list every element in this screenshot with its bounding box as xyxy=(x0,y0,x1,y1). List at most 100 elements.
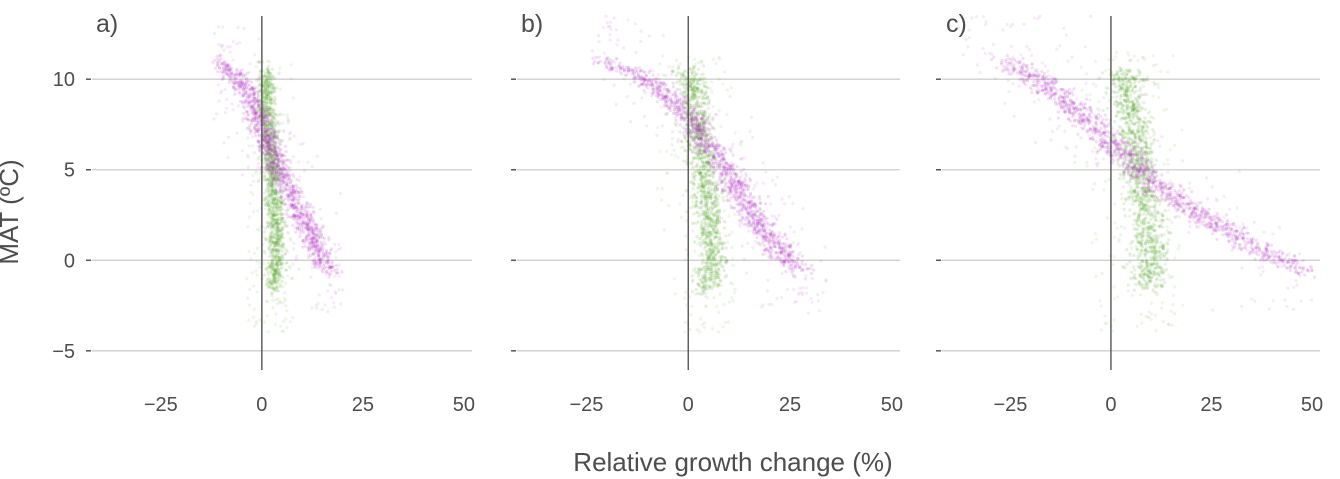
point-series-1 xyxy=(268,85,272,89)
point-series-2 xyxy=(262,165,267,169)
point-series-1 xyxy=(708,86,712,91)
point-series-2 xyxy=(285,172,289,176)
point-series-1 xyxy=(701,64,706,68)
point-series-2 xyxy=(246,83,250,87)
point-series-1 xyxy=(701,210,706,214)
point-series-2 xyxy=(246,165,250,169)
point-series-1 xyxy=(270,67,274,71)
point-series-2 xyxy=(675,87,679,91)
point-series-1 xyxy=(262,91,266,95)
point-series-1 xyxy=(270,165,274,169)
point-series-1 xyxy=(730,295,734,299)
point-series-2 xyxy=(292,247,296,251)
point-series-2 xyxy=(333,275,337,279)
point-series-1 xyxy=(266,70,270,74)
point-series-1 xyxy=(273,267,277,271)
point-series-1 xyxy=(270,205,274,209)
point-series-2 xyxy=(324,272,328,277)
point-series-2 xyxy=(717,159,721,164)
point-series-1 xyxy=(270,153,274,157)
point-series-2 xyxy=(215,112,219,116)
point-series-1 xyxy=(717,109,721,113)
point-series-1 xyxy=(710,173,714,178)
point-series-2 xyxy=(334,291,338,295)
point-series-1 xyxy=(274,241,278,245)
point-series-1 xyxy=(266,88,270,92)
point-series-2 xyxy=(739,170,743,174)
point-series-1 xyxy=(283,223,287,227)
point-series-1 xyxy=(270,134,274,138)
point-series-1 xyxy=(269,174,273,179)
point-series-2 xyxy=(267,222,271,226)
point-series-1 xyxy=(264,134,268,138)
point-series-1 xyxy=(275,264,279,269)
point-series-2 xyxy=(592,59,597,64)
point-series-1 xyxy=(256,118,260,122)
point-series-1 xyxy=(262,174,266,179)
point-series-2 xyxy=(279,153,283,157)
point-series-1 xyxy=(278,284,283,289)
point-series-1 xyxy=(284,268,288,272)
point-series-1 xyxy=(710,274,714,278)
point-series-2 xyxy=(728,189,732,193)
point-series-1 xyxy=(249,190,253,194)
point-series-1 xyxy=(700,293,704,297)
point-series-2 xyxy=(274,187,278,192)
point-series-1 xyxy=(276,238,280,242)
point-series-1 xyxy=(267,207,272,211)
point-series-2 xyxy=(302,231,307,235)
point-series-1 xyxy=(286,224,290,228)
point-series-2 xyxy=(256,179,260,184)
point-series-1 xyxy=(696,242,700,246)
point-series-1 xyxy=(267,254,272,258)
point-series-2 xyxy=(239,71,243,75)
point-series-2 xyxy=(282,129,286,133)
point-series-1 xyxy=(269,154,273,158)
point-series-2 xyxy=(284,202,288,206)
point-series-2 xyxy=(288,136,292,140)
point-series-1 xyxy=(262,161,266,165)
point-series-1 xyxy=(276,120,280,124)
point-series-1 xyxy=(701,225,705,229)
point-series-1 xyxy=(697,254,702,258)
point-series-1 xyxy=(275,275,279,279)
point-series-1 xyxy=(274,249,278,253)
point-series-1 xyxy=(269,95,273,99)
point-series-1 xyxy=(269,101,273,105)
point-series-1 xyxy=(278,273,282,278)
point-series-2 xyxy=(302,241,306,245)
point-series-1 xyxy=(271,187,275,191)
point-series-1 xyxy=(281,284,285,289)
point-series-1 xyxy=(675,80,679,85)
point-series-1 xyxy=(262,273,267,277)
point-series-1 xyxy=(265,162,269,166)
point-series-2 xyxy=(758,197,762,201)
point-series-2 xyxy=(258,114,262,118)
point-series-2 xyxy=(282,167,286,172)
point-series-1 xyxy=(696,60,700,65)
point-series-2 xyxy=(233,93,237,97)
point-series-1 xyxy=(708,231,712,235)
point-series-1 xyxy=(271,138,275,142)
point-series-2 xyxy=(313,244,318,249)
point-series-2 xyxy=(784,270,788,274)
point-series-1 xyxy=(267,99,271,103)
point-series-1 xyxy=(270,236,274,240)
point-series-1 xyxy=(266,157,271,161)
point-series-1 xyxy=(256,209,260,213)
point-series-2 xyxy=(808,266,812,270)
point-series-1 xyxy=(265,130,269,134)
point-series-1 xyxy=(266,108,270,112)
point-series-1 xyxy=(275,226,279,231)
point-series-2 xyxy=(674,118,678,122)
point-series-2 xyxy=(307,253,311,257)
point-series-2 xyxy=(785,237,789,241)
point-series-2 xyxy=(792,259,796,263)
point-series-2 xyxy=(213,66,218,70)
point-series-1 xyxy=(262,100,267,104)
point-series-1 xyxy=(698,188,703,193)
point-series-2 xyxy=(310,306,314,310)
point-series-1 xyxy=(711,105,715,109)
point-series-2 xyxy=(308,217,312,221)
point-series-2 xyxy=(594,55,598,60)
